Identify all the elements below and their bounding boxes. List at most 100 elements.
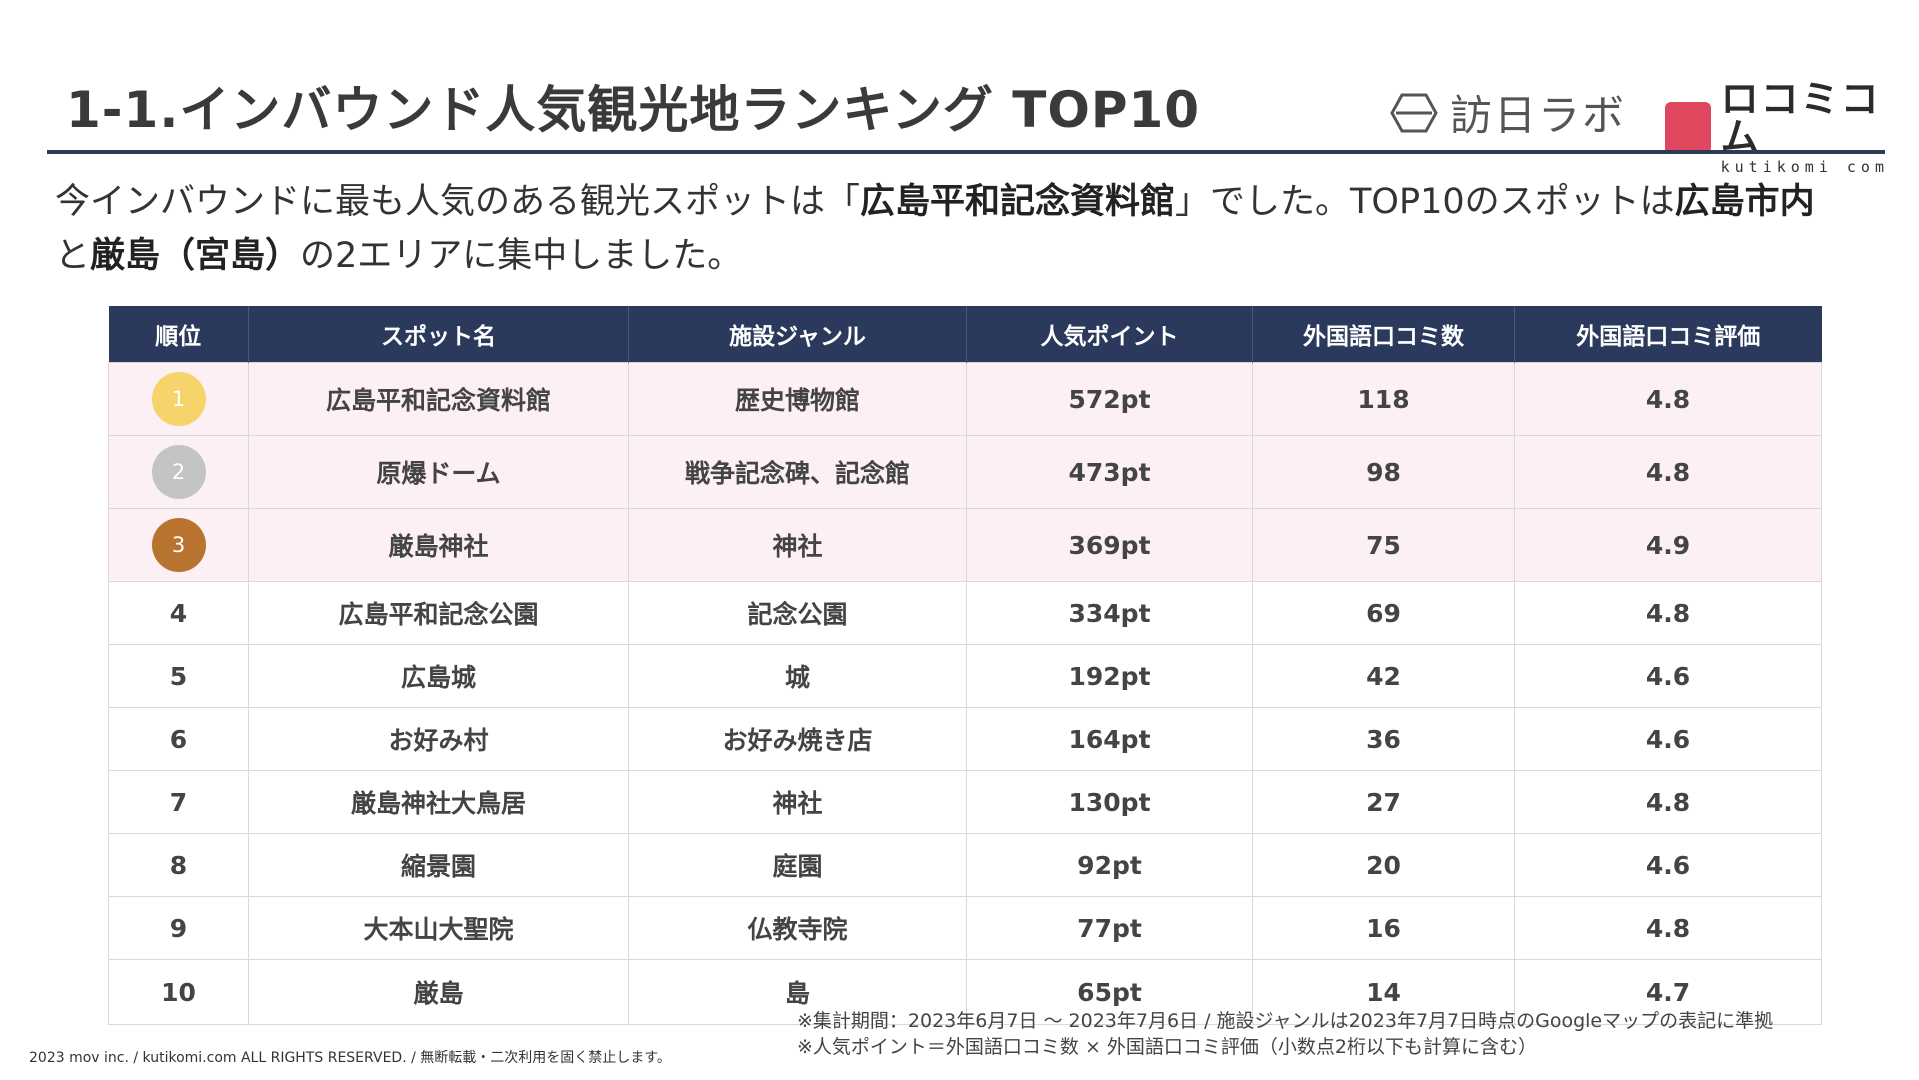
points-cell: 92pt <box>966 833 1253 897</box>
spot-name-cell: 大本山大聖院 <box>248 896 629 960</box>
review-count-cell: 118 <box>1252 362 1515 436</box>
rank-cell: 2 <box>108 435 249 509</box>
review-count-cell: 20 <box>1252 833 1515 897</box>
rank-cell: 1 <box>108 362 249 436</box>
review-count-cell: 36 <box>1252 707 1515 771</box>
review-count-cell: 42 <box>1252 644 1515 708</box>
gold-medal-icon: 1 <box>151 372 206 426</box>
rank-cell: 4 <box>108 581 249 645</box>
spot-name-cell: 厳島神社大鳥居 <box>248 770 629 834</box>
genre-cell: 島 <box>628 959 967 1025</box>
intro-highlight: 広島市内 <box>1674 182 1815 222</box>
table-row: 7 厳島神社大鳥居 神社 130pt 27 4.8 <box>108 770 1822 834</box>
points-cell: 130pt <box>966 770 1253 834</box>
rank-cell: 8 <box>108 833 249 897</box>
ranking-table: 順位 スポット名 施設ジャンル 人気ポイント 外国語口コミ数 外国語口コミ評価 … <box>108 306 1822 1025</box>
review-count-cell: 69 <box>1252 581 1515 645</box>
silver-medal-icon: 2 <box>151 445 206 499</box>
intro-highlight: 広島平和記念資料館 <box>860 182 1176 222</box>
rank-cell: 9 <box>108 896 249 960</box>
rank-cell: 5 <box>108 644 249 708</box>
points-cell: 334pt <box>966 581 1253 645</box>
logo-left-text: 訪日ラボ <box>1450 91 1627 140</box>
rating-cell: 4.8 <box>1514 770 1822 834</box>
genre-cell: 記念公園 <box>628 581 967 645</box>
speech-bubble-icon <box>1665 101 1711 154</box>
bronze-medal-icon: 3 <box>151 518 206 572</box>
spot-name-cell: 広島城 <box>248 644 629 708</box>
footnote-period: ※集計期間：2023年6月7日 〜 2023年7月6日 / 施設ジャンルは202… <box>797 1010 1774 1032</box>
table-row: 4 広島平和記念公園 記念公園 334pt 69 4.8 <box>108 581 1822 645</box>
rank-cell: 3 <box>108 508 249 582</box>
genre-cell: 仏教寺院 <box>628 896 967 960</box>
points-cell: 164pt <box>966 707 1253 771</box>
rating-cell: 4.6 <box>1514 833 1822 897</box>
rating-cell: 4.8 <box>1514 896 1822 960</box>
genre-cell: 歴史博物館 <box>628 362 967 436</box>
review-count-cell: 16 <box>1252 896 1515 960</box>
genre-cell: 城 <box>628 644 967 708</box>
intro-highlight: 厳島（宮島） <box>90 236 301 276</box>
table-row: 10 厳島 島 65pt 14 4.7 <box>108 959 1822 1025</box>
rank-cell: 10 <box>108 959 249 1025</box>
table-row: 9 大本山大聖院 仏教寺院 77pt 16 4.8 <box>108 896 1822 960</box>
intro-part: と <box>55 236 91 276</box>
review-count-cell: 14 <box>1252 959 1515 1025</box>
rating-cell: 4.9 <box>1514 508 1822 582</box>
houjin-lab-logo: 訪日ラボ <box>1390 82 1626 143</box>
header-review-rating: 外国語口コミ評価 <box>1514 306 1822 363</box>
hexagon-logo-icon <box>1390 93 1438 132</box>
logo-right-en: kutikomi com <box>1720 158 1889 176</box>
points-cell: 65pt <box>966 959 1253 1025</box>
rank-cell: 6 <box>108 707 249 771</box>
genre-cell: お好み焼き店 <box>628 707 967 771</box>
rating-cell: 4.8 <box>1514 362 1822 436</box>
kutikomi-logo: ロコミコム kutikomi com <box>1665 80 1919 175</box>
rating-cell: 4.6 <box>1514 707 1822 771</box>
rating-cell: 4.8 <box>1514 581 1822 645</box>
table-row: 8 縮景園 庭園 92pt 20 4.6 <box>108 833 1822 897</box>
rating-cell: 4.7 <box>1514 959 1822 1025</box>
points-cell: 473pt <box>966 435 1253 509</box>
rating-cell: 4.8 <box>1514 435 1822 509</box>
table-row: 6 お好み村 お好み焼き店 164pt 36 4.6 <box>108 707 1822 771</box>
review-count-cell: 27 <box>1252 770 1515 834</box>
genre-cell: 戦争記念碑、記念館 <box>628 435 967 509</box>
spot-name-cell: 厳島神社 <box>248 508 629 582</box>
review-count-cell: 75 <box>1252 508 1515 582</box>
header-genre: 施設ジャンル <box>628 306 967 363</box>
genre-cell: 神社 <box>628 508 967 582</box>
intro-part: 今インバウンドに最も人気のある観光スポットは「 <box>55 182 861 222</box>
copyright-text: 2023 mov inc. / kutikomi.com ALL RIGHTS … <box>29 1050 671 1066</box>
header-spot-name: スポット名 <box>248 306 629 363</box>
review-count-cell: 98 <box>1252 435 1515 509</box>
footnotes: ※集計期間：2023年6月7日 〜 2023年7月6日 / 施設ジャンルは202… <box>797 1008 1773 1060</box>
rank-cell: 7 <box>108 770 249 834</box>
intro-part: 」でした。TOP10のスポットは <box>1175 182 1675 222</box>
header-rank: 順位 <box>108 306 249 363</box>
spot-name-cell: 広島平和記念公園 <box>248 581 629 645</box>
table-row: 3 厳島神社 神社 369pt 75 4.9 <box>108 508 1822 582</box>
spot-name-cell: 厳島 <box>248 959 629 1025</box>
spot-name-cell: お好み村 <box>248 707 629 771</box>
points-cell: 572pt <box>966 362 1253 436</box>
intro-text: 今インバウンドに最も人気のある観光スポットは「広島平和記念資料館」でした。TOP… <box>55 175 1855 283</box>
table-header-row: 順位 スポット名 施設ジャンル 人気ポイント 外国語口コミ数 外国語口コミ評価 <box>108 306 1822 363</box>
table-row: 5 広島城 城 192pt 42 4.6 <box>108 644 1822 708</box>
spot-name-cell: 原爆ドーム <box>248 435 629 509</box>
points-cell: 369pt <box>966 508 1253 582</box>
header-review-count: 外国語口コミ数 <box>1252 306 1515 363</box>
page-title: 1-1.インバウンド人気観光地ランキング TOP10 <box>66 81 1201 139</box>
spot-name-cell: 縮景園 <box>248 833 629 897</box>
table-row: 1 広島平和記念資料館 歴史博物館 572pt 118 4.8 <box>108 362 1822 436</box>
intro-part: の2エリアに集中しました。 <box>300 236 743 276</box>
footnote-points: ※人気ポイント＝外国語口コミ数 × 外国語口コミ評価（小数点2桁以下も計算に含む… <box>797 1036 1538 1058</box>
genre-cell: 庭園 <box>628 833 967 897</box>
points-cell: 77pt <box>966 896 1253 960</box>
spot-name-cell: 広島平和記念資料館 <box>248 362 629 436</box>
genre-cell: 神社 <box>628 770 967 834</box>
logo-right-jp: ロコミコム <box>1720 77 1881 159</box>
title-divider <box>47 150 1885 154</box>
table-row: 2 原爆ドーム 戦争記念碑、記念館 473pt 98 4.8 <box>108 435 1822 509</box>
points-cell: 192pt <box>966 644 1253 708</box>
